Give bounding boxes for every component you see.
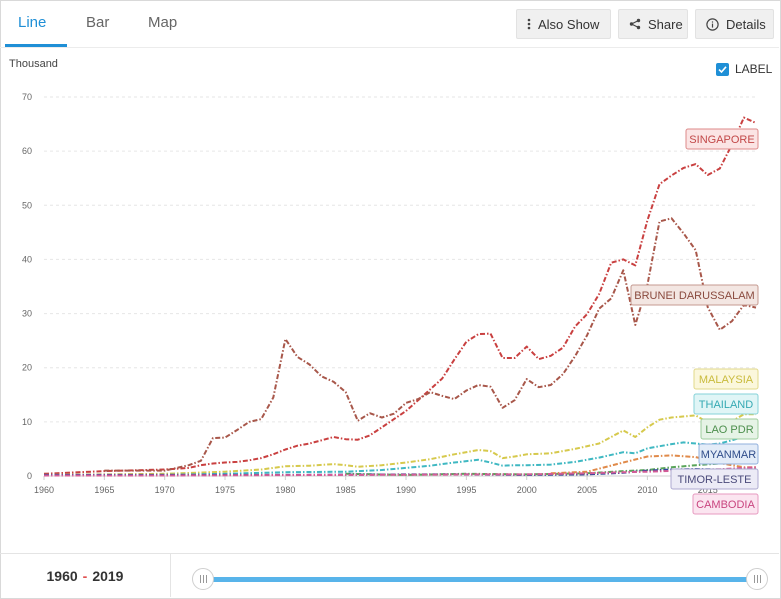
series-label-box (698, 443, 759, 465)
series-label-box (692, 493, 759, 515)
x-tick-label: 1990 (396, 485, 416, 495)
checkmark-icon (718, 65, 727, 73)
series-label-thailand: THAILAND (693, 393, 759, 415)
tab-bar[interactable]: Bar (86, 14, 110, 31)
x-tick-label: 1980 (275, 485, 295, 495)
y-tick-label: 0 (27, 471, 32, 481)
range-start: 1960 (46, 567, 78, 584)
tab-map[interactable]: Map (148, 14, 178, 31)
footer-divider (0, 553, 779, 554)
share-button[interactable]: Share (618, 9, 688, 39)
series-label-text: THAILAND (699, 399, 753, 411)
label-toggle-text: LABEL (735, 62, 773, 76)
x-axis-ticks: 1960 1965 1970 1975 1980 1985 1990 1995 2000 2005… (34, 476, 718, 495)
series-label-box (700, 418, 759, 440)
share-icon (629, 18, 641, 30)
series-label-text: BRUNEI DARUSSALAM (634, 290, 754, 302)
series-line-malaysia (43, 413, 756, 476)
year-range: 1960 - 2019 (0, 554, 171, 597)
x-tick-label: 1970 (155, 485, 175, 495)
view-tabs: Line Bar Map (5, 0, 245, 47)
series-label-box (630, 284, 759, 306)
slider-handle-start[interactable] (192, 568, 214, 590)
more-vertical-icon (527, 18, 531, 30)
series-label-lao-pdr: LAO PDR (700, 418, 759, 440)
range-end: 2019 (92, 567, 124, 584)
series-label-text: LAO PDR (705, 424, 753, 436)
x-tick-label: 1975 (215, 485, 235, 495)
tab-line[interactable]: Line (18, 14, 47, 31)
y-tick-label: 70 (22, 92, 32, 102)
y-tick-label: 40 (22, 254, 32, 264)
x-tick-label: 1995 (456, 485, 476, 495)
also-show-label: Also Show (538, 16, 600, 32)
series-line-thailand (43, 432, 757, 477)
y-axis-ticks: 0 10 20 30 40 50 60 70 (22, 92, 32, 481)
line-chart: 0 10 20 30 40 50 60 70 1960 1965 1970 1975 1980 1985… (22, 92, 759, 515)
series-label-box (693, 368, 759, 390)
tabs-divider (0, 47, 779, 48)
x-tick-label: 2000 (517, 485, 537, 495)
series-label-text: MYANMAR (701, 449, 756, 461)
year-slider-track[interactable] (204, 577, 757, 582)
series-labels: SINGAPORE BRUNEI DARUSSALAM MALAYSIA THAILA… (630, 128, 759, 515)
label-checkbox[interactable] (716, 62, 729, 76)
series-label-singapore: SINGAPORE (685, 128, 759, 150)
series-label-malaysia: MALAYSIA (693, 368, 759, 390)
y-tick-label: 20 (22, 363, 32, 373)
y-tick-label: 50 (22, 200, 32, 210)
series-label-box (685, 128, 759, 150)
share-label: Share (648, 16, 683, 32)
series-label-box (670, 468, 759, 490)
series-label-cambodia: CAMBODIA (692, 493, 759, 515)
x-tick-label: 1985 (336, 485, 356, 495)
range-separator: - (82, 567, 88, 584)
series-label-box (693, 393, 759, 415)
info-icon (706, 17, 719, 31)
series-label-text: MALAYSIA (699, 374, 754, 386)
y-tick-label: 60 (22, 146, 32, 156)
series-label-brunei-darussalam: BRUNEI DARUSSALAM (630, 284, 759, 306)
series-label-text: TIMOR-LESTE (678, 474, 752, 486)
y-axis-units: Thousand (9, 58, 58, 70)
x-tick-label: 2010 (637, 485, 657, 495)
details-button[interactable]: Details (695, 9, 774, 39)
series-line-singapore (43, 116, 757, 475)
y-tick-label: 10 (22, 417, 32, 427)
x-tick-label: 2015 (698, 485, 718, 495)
details-label: Details (726, 16, 766, 32)
x-tick-label: 1965 (94, 485, 114, 495)
slider-handle-end[interactable] (746, 568, 768, 590)
series-line-brunei-darussalam (104, 217, 757, 472)
label-toggle[interactable]: LABEL (716, 62, 772, 76)
series-label-myanmar: MYANMAR (698, 443, 759, 465)
series-label-text: SINGAPORE (689, 134, 754, 146)
active-tab-indicator (5, 44, 67, 47)
y-tick-label: 30 (22, 309, 32, 319)
also-show-button[interactable]: Also Show (516, 9, 611, 39)
x-tick-label: 1960 (34, 485, 54, 495)
x-tick-label: 2005 (577, 485, 597, 495)
series-label-timor-leste: TIMOR-LESTE (670, 468, 759, 490)
series-label-text: CAMBODIA (696, 499, 755, 511)
